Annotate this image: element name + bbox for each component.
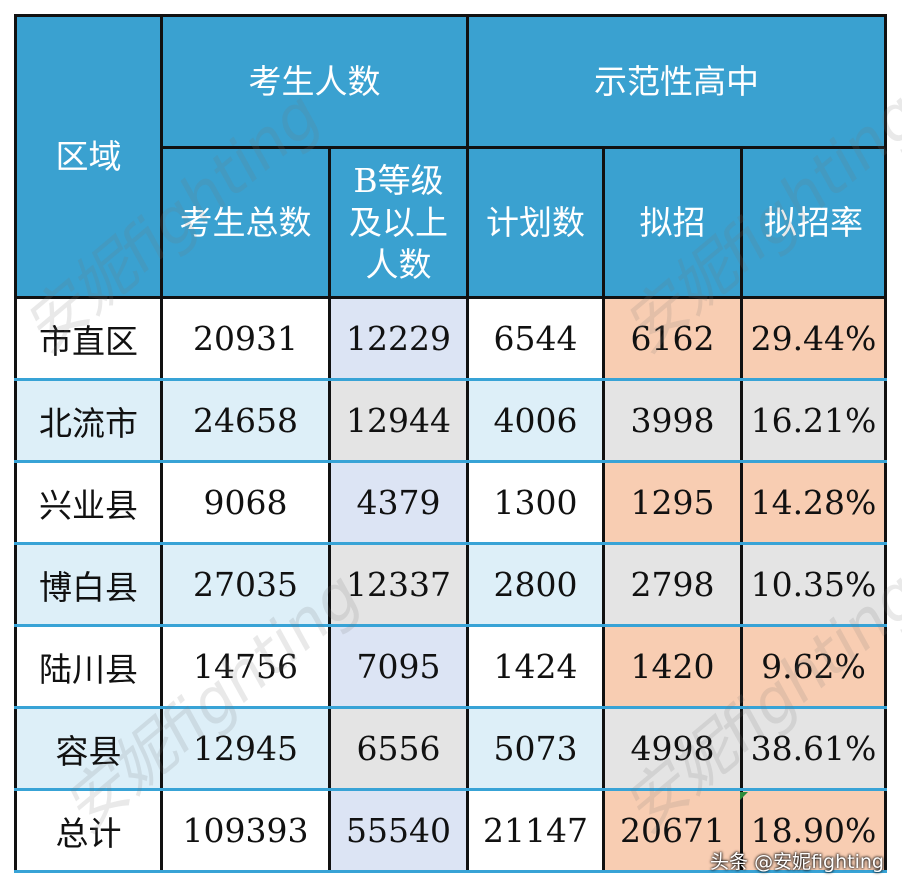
table-row: 容县 12945 6556 5073 4998 38.61%: [14, 707, 887, 791]
cell-rate: 18.90%: [740, 789, 887, 873]
cell-plan: 5073: [466, 707, 605, 791]
cell-b: 6556: [328, 707, 469, 791]
table-row: 陆川县 14756 7095 1424 1420 9.62%: [14, 625, 887, 709]
cell-plan: 2800: [466, 543, 605, 627]
cell-comment-marker: [740, 792, 748, 800]
cell-total: 14756: [160, 625, 331, 709]
cell-rate: 9.62%: [740, 625, 887, 709]
cell-intend: 6162: [602, 297, 743, 381]
cell-total: 24658: [160, 379, 331, 463]
header-region: 区域: [14, 14, 163, 299]
cell-intend: 20671: [602, 789, 743, 873]
cell-plan: 1300: [466, 461, 605, 545]
credit-label: 头条 @安妮fighting: [710, 851, 884, 873]
cell-region: 市直区: [14, 297, 163, 381]
table-row: 北流市 24658 12944 4006 3998 16.21%: [14, 379, 887, 463]
cell-total: 27035: [160, 543, 331, 627]
header-group-students: 考生人数: [160, 14, 469, 149]
cell-b: 12229: [328, 297, 469, 381]
cell-plan: 21147: [466, 789, 605, 873]
cell-plan: 6544: [466, 297, 605, 381]
cell-intend: 1420: [602, 625, 743, 709]
cell-intend: 1295: [602, 461, 743, 545]
cell-region: 博白县: [14, 543, 163, 627]
cell-b: 55540: [328, 789, 469, 873]
header-intend: 拟招: [602, 146, 743, 299]
cell-plan: 4006: [466, 379, 605, 463]
cell-intend: 4998: [602, 707, 743, 791]
table-row-total: 总计 109393 55540 21147 20671 18.90%: [14, 789, 887, 873]
cell-rate: 10.35%: [740, 543, 887, 627]
cell-b: 12337: [328, 543, 469, 627]
cell-total: 12945: [160, 707, 331, 791]
header-total: 考生总数: [160, 146, 331, 299]
enrollment-table: 区域 考生人数 示范性高中 考生总数 B等级 及以上 人数 计划数 拟招 拟招率…: [14, 14, 887, 873]
cell-total: 20931: [160, 297, 331, 381]
cell-intend: 3998: [602, 379, 743, 463]
header-b-line3: 人数: [365, 244, 432, 284]
header-b-grade: B等级 及以上 人数: [328, 146, 469, 299]
cell-region: 北流市: [14, 379, 163, 463]
table-row: 博白县 27035 12337 2800 2798 10.35%: [14, 543, 887, 627]
cell-plan: 1424: [466, 625, 605, 709]
header-b-line2: 及以上: [349, 202, 448, 242]
cell-rate: 16.21%: [740, 379, 887, 463]
header-group-schools: 示范性高中: [466, 14, 887, 149]
cell-b: 7095: [328, 625, 469, 709]
header-plan: 计划数: [466, 146, 605, 299]
cell-b: 4379: [328, 461, 469, 545]
header-rate: 拟招率: [740, 146, 887, 299]
header-b-line1: B等级: [353, 160, 444, 200]
cell-rate: 14.28%: [740, 461, 887, 545]
cell-total: 109393: [160, 789, 331, 873]
table-row: 兴业县 9068 4379 1300 1295 14.28%: [14, 461, 887, 545]
cell-region: 兴业县: [14, 461, 163, 545]
cell-b: 12944: [328, 379, 469, 463]
cell-region: 总计: [14, 789, 163, 873]
cell-total: 9068: [160, 461, 331, 545]
cell-region: 容县: [14, 707, 163, 791]
table-row: 市直区 20931 12229 6544 6162 29.44%: [14, 297, 887, 381]
cell-region: 陆川县: [14, 625, 163, 709]
cell-rate: 29.44%: [740, 297, 887, 381]
cell-rate: 38.61%: [740, 707, 887, 791]
cell-intend: 2798: [602, 543, 743, 627]
